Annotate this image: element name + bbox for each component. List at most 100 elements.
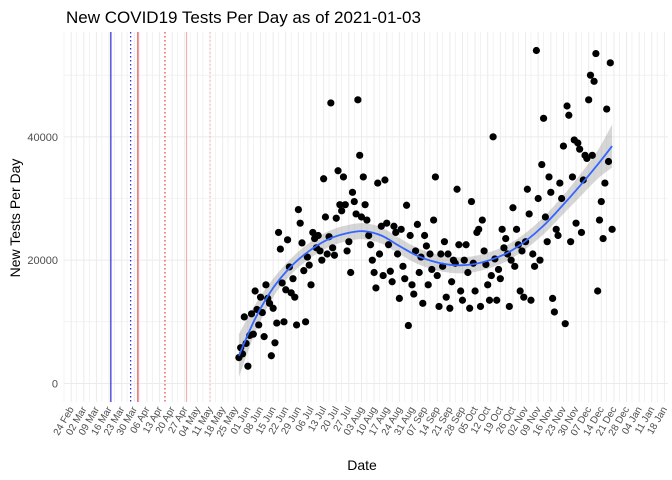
data-point bbox=[273, 319, 281, 327]
data-point bbox=[363, 216, 371, 224]
data-point bbox=[494, 265, 503, 274]
data-point bbox=[428, 265, 436, 274]
data-point bbox=[464, 268, 472, 277]
data-point bbox=[302, 318, 310, 326]
data-point bbox=[541, 213, 550, 221]
data-point bbox=[390, 222, 398, 230]
data-point bbox=[476, 302, 485, 311]
data-point bbox=[305, 261, 313, 269]
data-point bbox=[309, 228, 317, 237]
data-point bbox=[547, 188, 555, 196]
data-point bbox=[321, 213, 330, 221]
y-tick-label: 20000 bbox=[27, 255, 58, 267]
data-point bbox=[507, 256, 515, 264]
data-point bbox=[509, 204, 517, 212]
y-axis-ticks: 0 20000 40000 bbox=[27, 132, 58, 391]
data-point bbox=[359, 173, 367, 181]
smooth-confidence-band bbox=[238, 124, 613, 378]
data-point bbox=[518, 247, 526, 255]
data-point bbox=[357, 213, 366, 221]
data-point bbox=[267, 352, 275, 360]
data-point bbox=[556, 179, 564, 187]
data-point bbox=[529, 250, 537, 258]
data-point bbox=[339, 173, 348, 181]
data-point bbox=[460, 256, 468, 264]
data-point bbox=[294, 206, 302, 214]
data-point bbox=[558, 194, 566, 203]
data-point bbox=[597, 197, 605, 206]
data-point bbox=[574, 139, 582, 147]
data-point bbox=[361, 201, 369, 209]
data-point bbox=[338, 207, 346, 215]
data-point bbox=[424, 281, 432, 289]
data-point bbox=[608, 225, 616, 233]
data-point bbox=[318, 256, 326, 264]
data-point bbox=[415, 268, 423, 277]
data-point bbox=[561, 320, 569, 328]
data-point bbox=[271, 339, 279, 347]
data-point bbox=[368, 256, 376, 264]
data-point bbox=[462, 241, 470, 249]
data-point bbox=[586, 71, 595, 79]
data-point bbox=[408, 281, 416, 289]
data-point bbox=[588, 151, 596, 159]
data-point bbox=[457, 287, 465, 295]
data-point bbox=[280, 318, 288, 326]
data-point bbox=[372, 284, 380, 292]
data-point bbox=[511, 262, 519, 270]
data-point bbox=[512, 225, 521, 233]
data-point bbox=[386, 267, 394, 275]
data-point bbox=[350, 197, 358, 206]
data-point bbox=[419, 299, 427, 307]
data-point bbox=[536, 256, 544, 264]
data-point bbox=[489, 133, 497, 141]
data-point bbox=[446, 304, 454, 312]
data-point bbox=[505, 302, 513, 311]
data-point bbox=[244, 362, 252, 370]
data-point bbox=[576, 145, 584, 153]
data-point bbox=[550, 308, 559, 316]
data-point bbox=[329, 244, 337, 252]
chart-title: New COVID19 Tests Per Day as of 2021-01-… bbox=[66, 8, 421, 27]
data-point bbox=[375, 250, 384, 258]
data-point bbox=[320, 175, 328, 183]
data-point bbox=[365, 231, 373, 240]
data-point bbox=[592, 49, 600, 58]
data-point bbox=[448, 278, 456, 286]
smooth-fit-line bbox=[238, 145, 613, 357]
data-point bbox=[478, 216, 486, 224]
data-point bbox=[381, 176, 389, 184]
data-point bbox=[251, 287, 259, 295]
data-point bbox=[467, 197, 476, 206]
data-point bbox=[374, 179, 382, 187]
data-point bbox=[240, 313, 248, 321]
data-point bbox=[599, 234, 607, 243]
data-point bbox=[421, 231, 429, 240]
data-point bbox=[265, 299, 274, 307]
data-point bbox=[480, 247, 488, 255]
data-point bbox=[565, 111, 573, 119]
data-point bbox=[298, 239, 306, 247]
data-point bbox=[577, 228, 586, 237]
data-point bbox=[296, 219, 304, 227]
data-point bbox=[453, 185, 461, 193]
data-point bbox=[520, 293, 528, 301]
data-point bbox=[347, 268, 355, 277]
data-point bbox=[383, 219, 391, 227]
data-point bbox=[523, 185, 531, 193]
data-point bbox=[590, 77, 598, 85]
data-point bbox=[366, 241, 375, 249]
data-point bbox=[356, 151, 364, 159]
y-tick-label: 40000 bbox=[27, 132, 58, 144]
data-point bbox=[594, 287, 602, 295]
data-point bbox=[274, 228, 283, 237]
data-point bbox=[260, 333, 268, 341]
data-point bbox=[422, 242, 430, 250]
data-point bbox=[258, 308, 266, 317]
data-point bbox=[395, 294, 403, 302]
data-point bbox=[554, 231, 562, 240]
data-point bbox=[397, 225, 405, 233]
data-point bbox=[401, 275, 409, 283]
data-point bbox=[269, 304, 277, 312]
data-point bbox=[543, 238, 551, 246]
